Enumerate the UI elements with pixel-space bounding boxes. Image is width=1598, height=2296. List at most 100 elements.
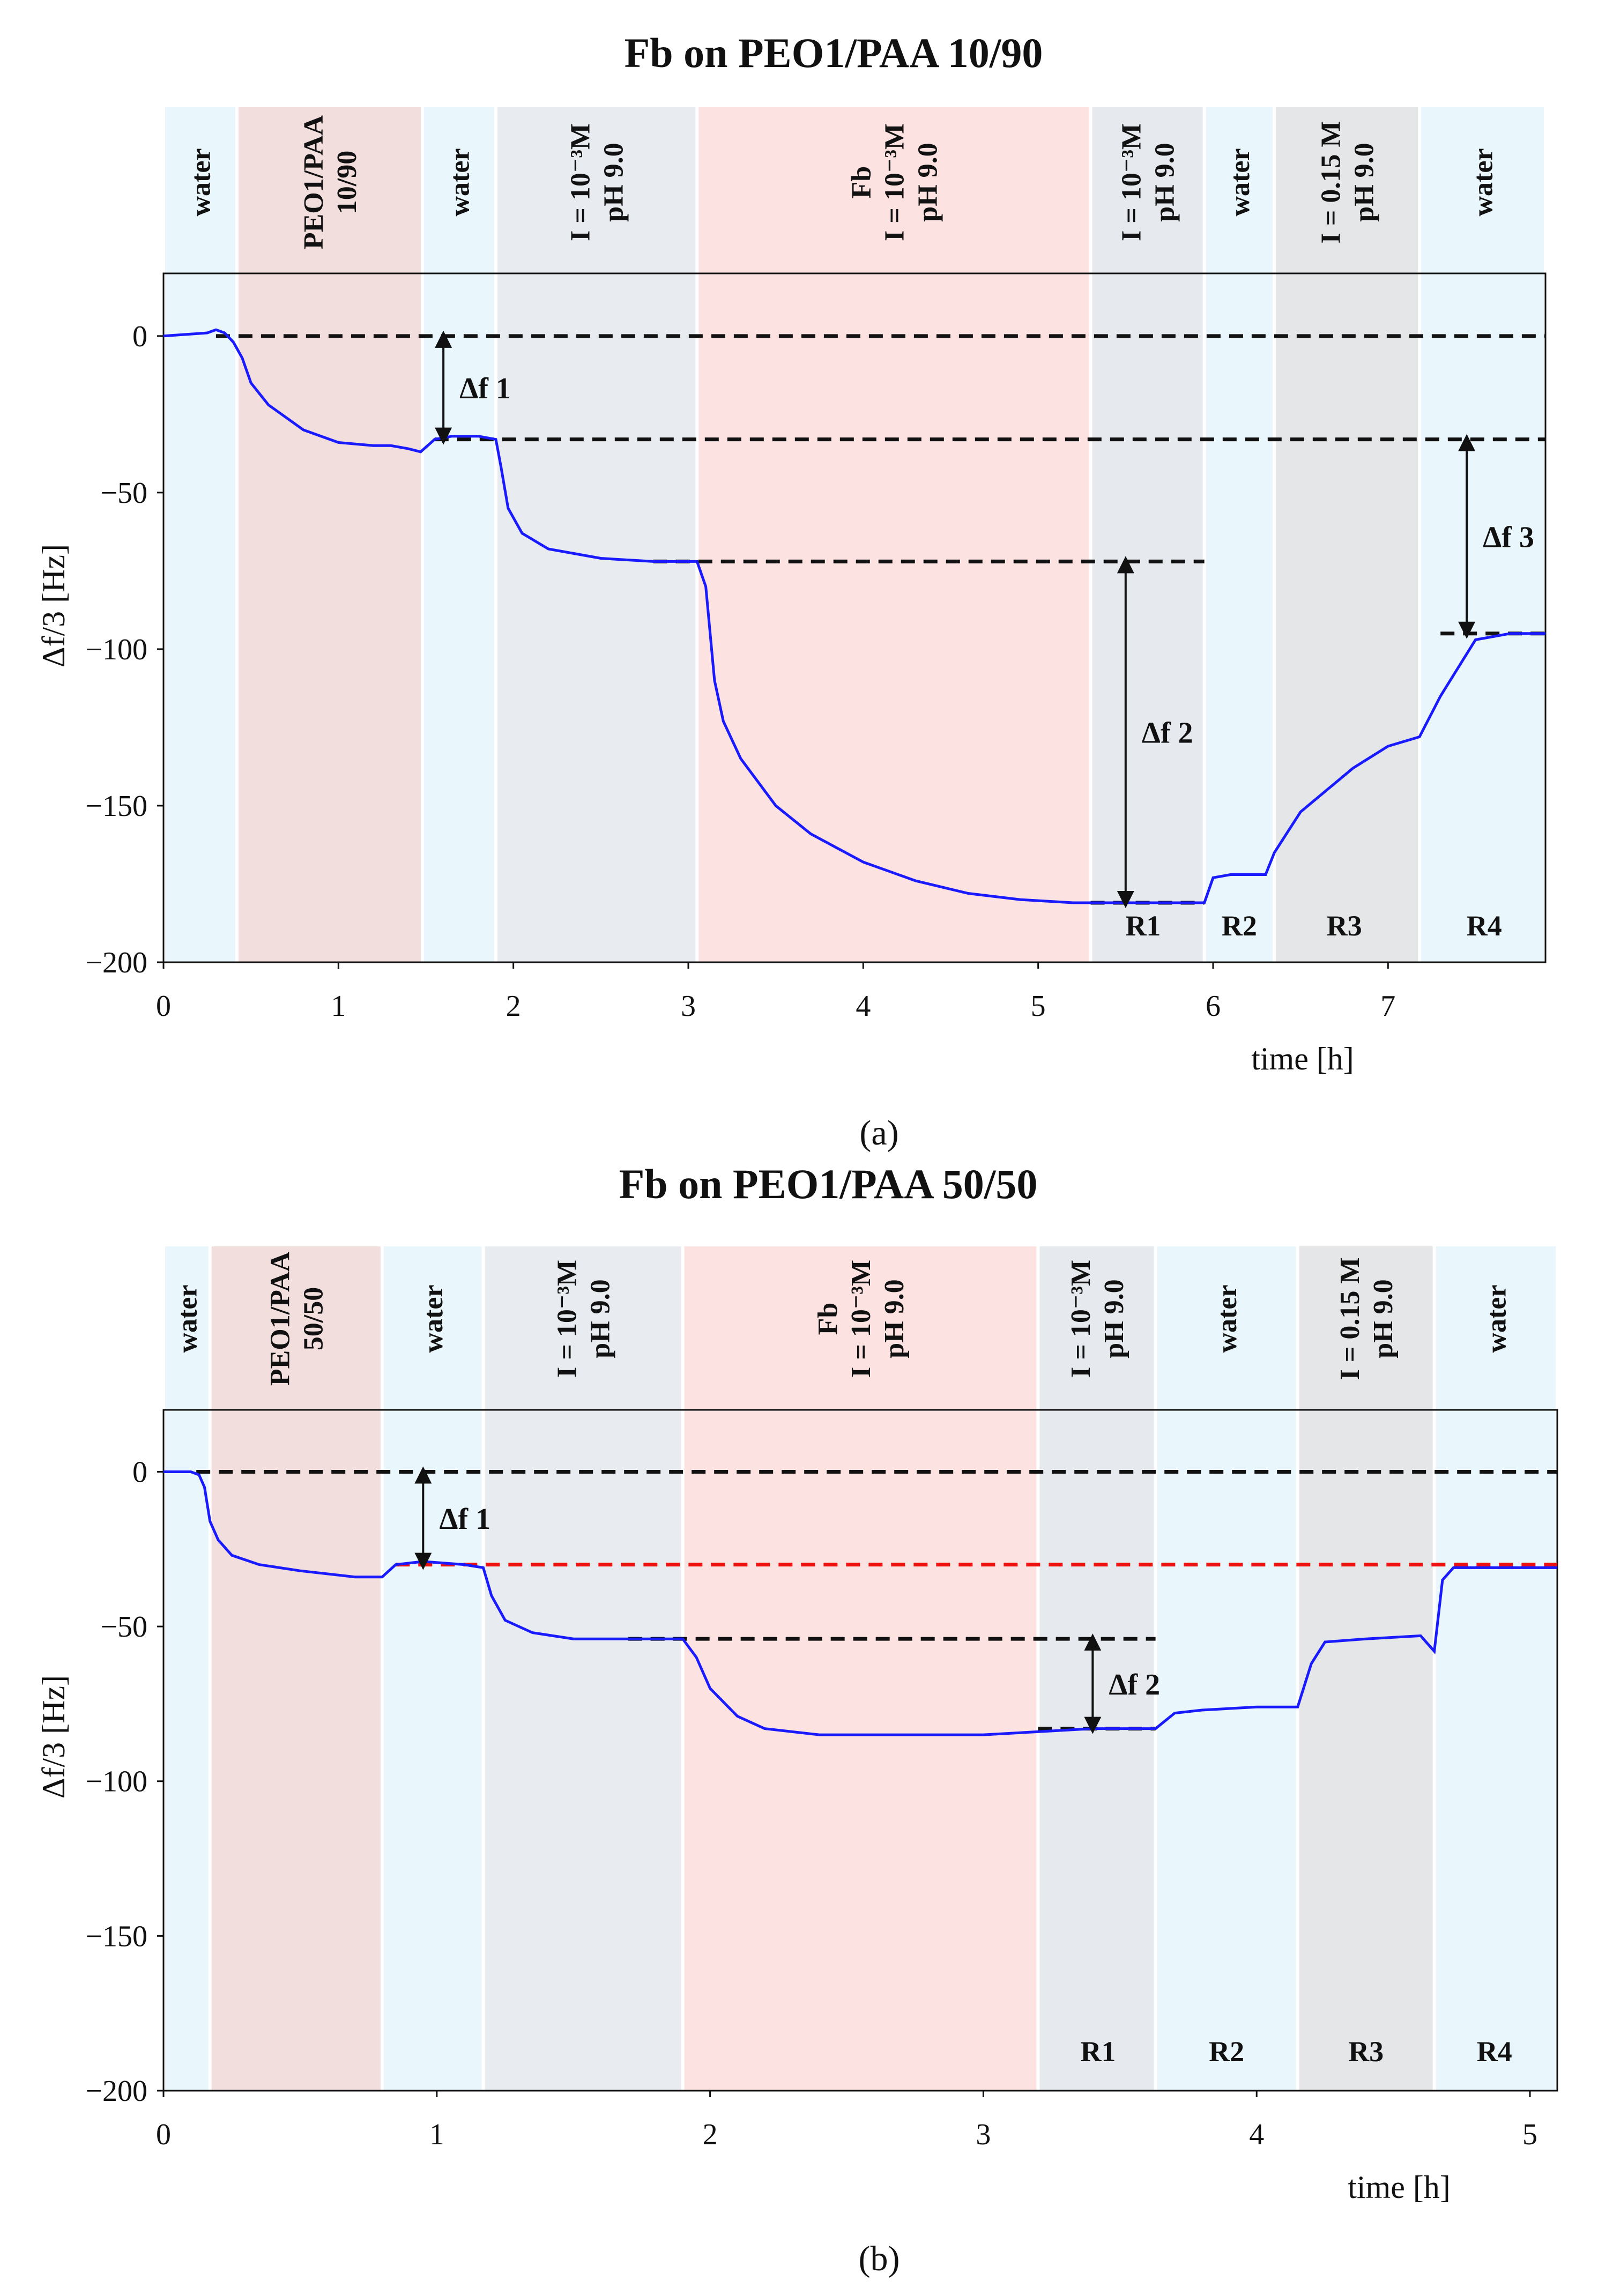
- band-label: I = 10⁻³M: [879, 123, 910, 241]
- y-axis-label: Δf/3 [Hz]: [36, 544, 71, 667]
- condition-band: [423, 107, 495, 962]
- condition-band: [1436, 1246, 1556, 2091]
- x-tick-label: 1: [429, 2118, 444, 2151]
- x-tick-label: 5: [1031, 990, 1046, 1023]
- chart-title: Fb on PEO1/PAA 50/50: [619, 1161, 1038, 1207]
- region-label: R2: [1209, 2035, 1244, 2068]
- band-label: water: [186, 148, 217, 216]
- region-label: R1: [1081, 2035, 1116, 2068]
- condition-band: [383, 1246, 482, 2091]
- condition-band: [1299, 1246, 1433, 2091]
- y-axis-ticks: 0 −50 −100 −150 −200: [85, 320, 163, 979]
- y-tick-label: −100: [85, 633, 147, 666]
- region-label: R4: [1467, 910, 1502, 942]
- delta-label: Δf 1: [439, 1503, 490, 1536]
- panel-caption: (b): [859, 2239, 900, 2278]
- y-tick-label: −200: [85, 946, 147, 979]
- band-label: pH 9.0: [585, 1279, 616, 1358]
- band-label: I = 10⁻³M: [846, 1260, 876, 1378]
- band-label: pH 9.0: [1150, 143, 1180, 221]
- band-label: I = 10⁻³M: [1117, 123, 1147, 241]
- region-labels: R1 R2 R3 R4: [1125, 910, 1502, 942]
- condition-band: [485, 1246, 681, 2091]
- band-label: Fb: [813, 1303, 843, 1335]
- condition-band: [1421, 107, 1544, 962]
- delta-label: Δf 2: [1142, 717, 1193, 750]
- x-axis-label: time [h]: [1251, 1041, 1354, 1076]
- plot-frame: [162, 1409, 1558, 2092]
- condition-band: [1157, 1246, 1296, 2091]
- condition-band: [684, 1246, 1037, 2091]
- x-tick-label: 2: [506, 990, 521, 1023]
- x-tick-label: 4: [856, 990, 871, 1023]
- x-axis-label: time [h]: [1348, 2169, 1451, 2205]
- condition-band: [165, 1246, 209, 2091]
- x-tick-label: 3: [681, 990, 696, 1023]
- region-label: R3: [1327, 910, 1362, 942]
- plot-frame: [162, 272, 1547, 963]
- band-label: water: [444, 148, 475, 216]
- y-axis-ticks: 0 −50 −100 −150 −200: [85, 1455, 163, 2108]
- condition-band: [211, 1246, 381, 2091]
- x-tick-label: 4: [1249, 2118, 1264, 2151]
- chart-panel-b: Fb on PEO1/PAA 50/50 water PEO1/PAA 50/50 w…: [36, 1161, 1558, 2278]
- condition-band: [165, 107, 236, 962]
- y-tick-label: −150: [85, 790, 147, 823]
- band-label: I = 0.15 M: [1335, 1258, 1365, 1380]
- band-label: pH 9.0: [1368, 1279, 1399, 1358]
- band-label: pH 9.0: [1099, 1279, 1129, 1358]
- band-label: PEO1/PAA: [265, 1251, 295, 1386]
- region-label: R1: [1125, 910, 1161, 942]
- x-tick-label: 7: [1380, 990, 1395, 1023]
- y-tick-label: 0: [132, 1455, 147, 1489]
- delta-label: Δf 3: [1483, 521, 1534, 554]
- chart-title: Fb on PEO1/PAA 10/90: [625, 29, 1043, 76]
- x-tick-label: 5: [1522, 2118, 1537, 2151]
- x-tick-label: 2: [703, 2118, 718, 2151]
- annotation-arrows: Δf 1 Δf 2 Δf 3: [435, 330, 1534, 909]
- band-label: water: [172, 1284, 203, 1353]
- band-label: pH 9.0: [879, 1279, 910, 1358]
- y-axis-label: Δf/3 [Hz]: [36, 1675, 71, 1799]
- x-tick-label: 6: [1206, 990, 1221, 1023]
- delta-label: Δf 2: [1109, 1668, 1160, 1701]
- y-tick-label: −50: [100, 1610, 147, 1644]
- band-label: pH 9.0: [1349, 143, 1380, 221]
- condition-band: [497, 107, 696, 962]
- condition-band: [698, 107, 1089, 962]
- band-label: 10/90: [332, 151, 362, 214]
- band-label: I = 10⁻³M: [552, 1260, 583, 1378]
- band-label: 50/50: [298, 1287, 329, 1350]
- band-label: pH 9.0: [912, 143, 943, 221]
- region-label: R2: [1222, 910, 1257, 942]
- band-label: water: [1468, 148, 1499, 216]
- annotation-arrows: Δf 1 Δf 2: [414, 1466, 1160, 1734]
- band-label: PEO1/PAA: [299, 115, 329, 249]
- x-axis-ticks: 0 1 2 3 4 5: [156, 2091, 1537, 2151]
- y-tick-label: −100: [85, 1765, 147, 1799]
- band-label: water: [1481, 1284, 1512, 1353]
- x-tick-label: 0: [156, 2118, 171, 2151]
- band-label: Fb: [846, 166, 876, 199]
- y-tick-label: 0: [132, 320, 147, 353]
- band-label: water: [418, 1284, 449, 1353]
- condition-bands: water PEO1/PAA 10/90 water I = 10⁻³M pH 9.0 Fb…: [165, 107, 1544, 962]
- region-label: R3: [1348, 2035, 1384, 2068]
- band-label: water: [1225, 148, 1255, 216]
- chart-panel-a: Fb on PEO1/PAA 10/90 water PEO1/PAA 10/90 w…: [36, 29, 1547, 1153]
- region-labels: R1 R2 R3 R4: [1081, 2035, 1512, 2068]
- y-tick-label: −200: [85, 2075, 147, 2108]
- band-label: I = 10⁻³M: [566, 123, 596, 241]
- condition-bands: water PEO1/PAA 50/50 water I = 10⁻³M pH 9.0 Fb…: [165, 1246, 1556, 2091]
- x-tick-label: 1: [331, 990, 346, 1023]
- x-axis-ticks: 0 1 2 3 4 5 6 7: [156, 962, 1395, 1023]
- condition-band: [239, 107, 421, 962]
- band-label: pH 9.0: [599, 143, 629, 221]
- condition-band: [1206, 107, 1273, 962]
- panel-caption: (a): [859, 1113, 898, 1153]
- x-tick-label: 3: [976, 2118, 991, 2151]
- series-line: [163, 1470, 1557, 1736]
- series-line: [163, 328, 1545, 904]
- y-tick-label: −50: [100, 477, 147, 510]
